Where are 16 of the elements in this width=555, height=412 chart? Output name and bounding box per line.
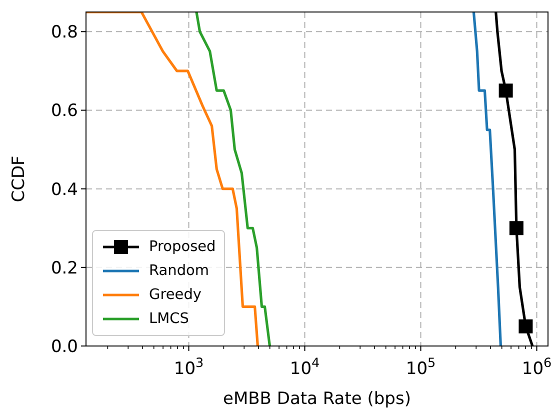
y-tick-label: 0.4 bbox=[50, 180, 78, 200]
x-axis-title: eMBB Data Rate (bps) bbox=[223, 389, 411, 409]
y-tick-label: 0.8 bbox=[50, 22, 78, 43]
y-axis-title: CCDF bbox=[9, 156, 29, 202]
line-series bbox=[472, 12, 502, 346]
legend-label: LMCS bbox=[149, 311, 189, 327]
x-tick-label: 10$^{4}$ bbox=[290, 356, 320, 379]
x-tick-label: 10$^{3}$ bbox=[174, 356, 204, 379]
x-tick-label: 10$^{5}$ bbox=[406, 356, 436, 379]
y-tick-label: 0.0 bbox=[50, 337, 78, 357]
y-tick-label: 0.6 bbox=[50, 101, 78, 122]
x-tick-label: 10$^{6}$ bbox=[522, 356, 552, 379]
legend-label: Random bbox=[149, 263, 210, 279]
y-tick-label: 0.2 bbox=[50, 258, 78, 278]
legend-label: Greedy bbox=[149, 287, 202, 303]
legend-label: Proposed bbox=[149, 239, 216, 255]
